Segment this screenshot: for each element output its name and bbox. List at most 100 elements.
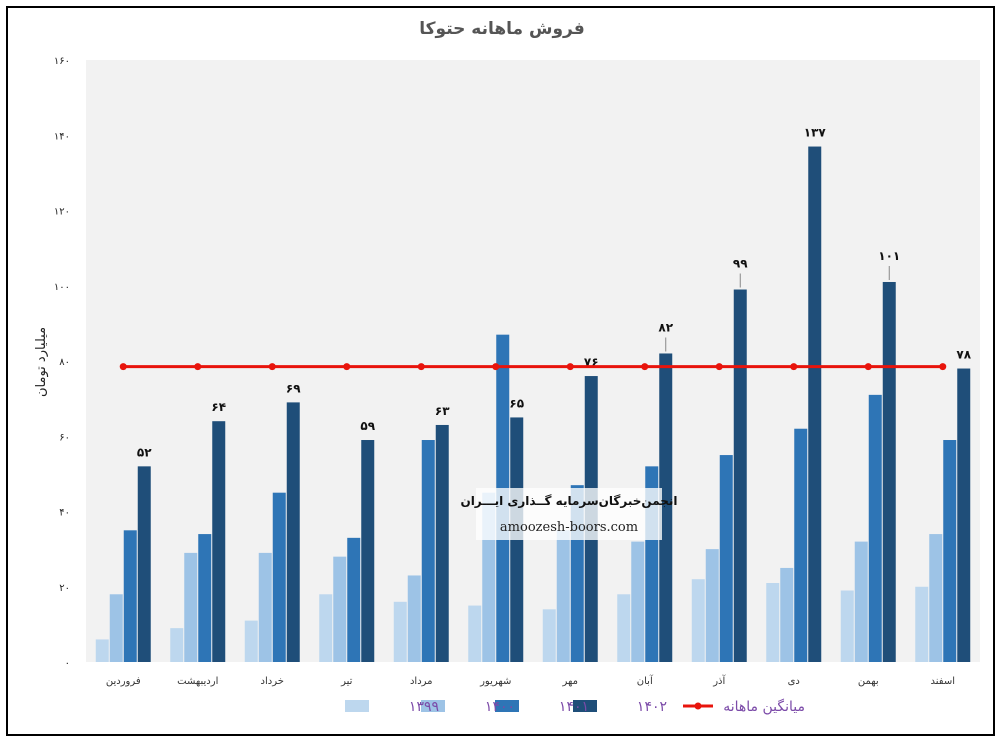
bar — [929, 534, 943, 662]
y-tick-labels: ۰ ۲۰ ۴۰ ۶۰ ۸۰ ۱۰۰ ۱۲۰ ۱۴۰ ۱۶۰ — [54, 56, 70, 669]
y-axis-label: میلیارد تومان — [34, 327, 49, 397]
bar — [766, 582, 780, 662]
bar — [212, 421, 226, 662]
bar — [123, 530, 137, 662]
bar — [854, 541, 868, 662]
bar — [347, 537, 361, 662]
watermark: انجمن‌خبرگان‌سرمایه گــذاری ایـــران amo… — [460, 488, 678, 540]
y-tick-label: ۱۶۰ — [54, 56, 70, 67]
bar — [421, 440, 435, 662]
bar — [361, 440, 375, 662]
category-label: آذر — [712, 674, 726, 687]
legend-swatch — [345, 700, 369, 712]
data-label: ۶۵ — [509, 396, 524, 410]
category-label: تیر — [340, 676, 353, 687]
data-label: ۱۰۱ — [878, 249, 900, 263]
bar — [198, 534, 212, 662]
average-point — [641, 363, 649, 371]
bar — [95, 639, 109, 662]
legend-swatch-point — [694, 702, 702, 710]
category-label: خرداد — [261, 676, 284, 687]
bar — [244, 620, 258, 662]
category-label: فروردین — [106, 676, 141, 687]
bar — [407, 575, 421, 662]
y-tick-label: ۸۰ — [59, 357, 70, 368]
bar — [733, 289, 747, 662]
watermark-box — [476, 488, 662, 540]
bar — [808, 146, 822, 663]
data-label: ۵۹ — [360, 419, 375, 433]
watermark-line2: amoozesh-boors.com — [500, 520, 638, 535]
bar — [333, 556, 347, 662]
data-label: ۱۳۷ — [804, 126, 827, 140]
bar — [915, 586, 929, 662]
bar — [468, 605, 482, 662]
average-point — [194, 363, 202, 371]
y-tick-label: ۲۰ — [59, 583, 70, 594]
bar — [435, 424, 449, 662]
legend-swatch — [495, 700, 519, 712]
bar — [109, 594, 123, 662]
bar — [170, 628, 184, 662]
category-label: اردیبهشت — [177, 676, 218, 687]
average-point — [939, 363, 947, 371]
legend-label: میانگین ماهانه — [723, 698, 805, 715]
bar — [659, 353, 673, 662]
bar — [943, 440, 957, 662]
average-point — [566, 363, 574, 371]
average-line-group — [119, 363, 947, 371]
category-label: بهمن — [858, 676, 879, 687]
category-label: اسفند — [931, 676, 955, 687]
category-label: آبان — [637, 674, 654, 687]
y-tick-label: ۴۰ — [59, 508, 70, 519]
bar — [184, 552, 198, 662]
data-label: ۷۸ — [956, 348, 971, 362]
average-point — [790, 363, 798, 371]
legend-label: ۱۴۰۱ — [559, 699, 589, 715]
y-tick-label: ۱۰۰ — [54, 282, 70, 293]
y-tick-label: ۱۲۰ — [54, 207, 70, 218]
bar — [272, 492, 286, 662]
average-point — [268, 363, 276, 371]
bar — [705, 549, 719, 662]
legend-label: ۱۳۹۹ — [409, 699, 439, 715]
bar — [258, 552, 272, 662]
bar — [556, 530, 570, 662]
bar — [631, 541, 645, 662]
bar — [957, 368, 971, 662]
data-label: ۶۹ — [286, 381, 301, 395]
plot-background — [86, 60, 980, 662]
bar — [542, 609, 556, 662]
bar — [286, 402, 300, 662]
bar — [691, 579, 705, 662]
watermark-line1: انجمن‌خبرگان‌سرمایه گــذاری ایـــران — [460, 494, 677, 508]
data-label: ۶۴ — [211, 400, 226, 414]
bar — [780, 567, 794, 662]
y-tick-label: ۱۴۰ — [54, 131, 70, 142]
legend-label: ۱۴۰۲ — [637, 699, 667, 715]
y-tick-label: ۶۰ — [59, 432, 70, 443]
category-label: دی — [788, 676, 800, 687]
category-label: مرداد — [410, 676, 433, 687]
data-label: ۵۲ — [137, 445, 152, 459]
average-point — [119, 363, 127, 371]
average-point — [343, 363, 351, 371]
bar — [868, 394, 882, 662]
bar-group — [95, 146, 971, 663]
legend-label: ۱۴۰۰ — [485, 699, 515, 715]
bar — [319, 594, 333, 662]
bar — [617, 594, 631, 662]
average-point — [715, 363, 723, 371]
bar — [393, 601, 407, 662]
data-label: ۸۲ — [658, 320, 673, 334]
average-point — [492, 363, 500, 371]
bar — [137, 466, 151, 662]
legend-swatch — [573, 700, 597, 712]
average-point — [864, 363, 872, 371]
category-label: شهریور — [479, 676, 511, 687]
category-label: مهر — [562, 676, 578, 687]
legend: میانگین ماهانه ۱۴۰۲ ۱۴۰۱ ۱۴۰۰ ۱۳۹۹ — [345, 698, 805, 715]
chart-title: فروش ماهانه حتوکا — [419, 19, 584, 39]
